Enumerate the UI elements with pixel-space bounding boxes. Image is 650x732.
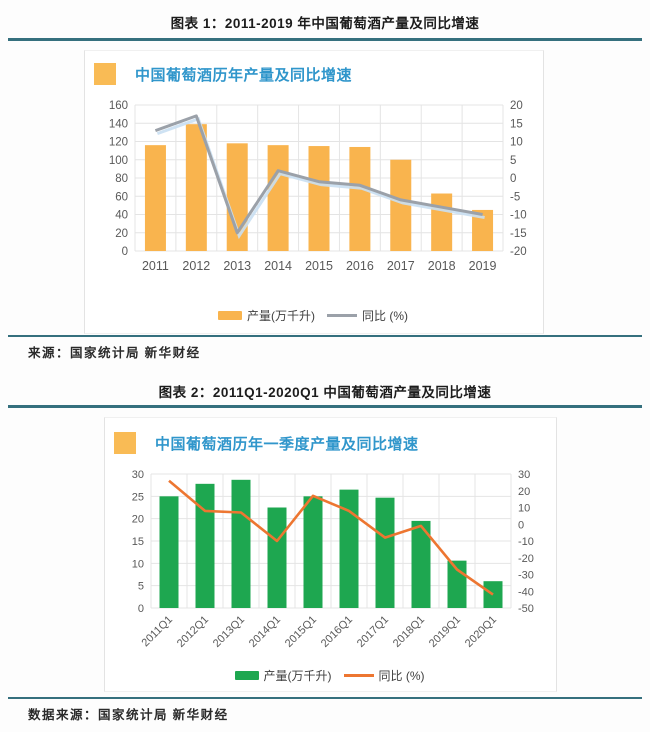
svg-text:2014Q1: 2014Q1: [247, 614, 283, 650]
svg-text:2016: 2016: [346, 259, 374, 273]
chart2-title-row: 中国葡萄酒历年一季度产量及同比增速: [114, 432, 419, 454]
svg-text:-20: -20: [510, 246, 527, 258]
svg-text:2015Q1: 2015Q1: [283, 614, 319, 650]
svg-text:2013Q1: 2013Q1: [211, 614, 247, 650]
svg-text:140: 140: [109, 118, 128, 130]
svg-text:2011: 2011: [142, 259, 169, 273]
svg-text:20: 20: [518, 486, 530, 498]
svg-text:10: 10: [518, 503, 530, 515]
chart1-title: 中国葡萄酒历年产量及同比增速: [135, 66, 353, 84]
svg-text:0: 0: [138, 603, 144, 615]
divider-rule-top-2: [8, 405, 642, 408]
svg-text:2020Q1: 2020Q1: [463, 614, 499, 650]
production-yoy-chart-q1: 0 5 10 15 20 25 30 30 20 10 0 -10 -20 -30 -40 -50 2011Q1…: [132, 469, 534, 650]
svg-text:2017Q1: 2017Q1: [355, 614, 391, 650]
bar-series-swatch: [218, 311, 242, 320]
svg-text:2013: 2013: [223, 259, 251, 273]
svg-text:-30: -30: [518, 570, 534, 582]
bar-series-label: 产量(万千升): [247, 309, 315, 323]
svg-text:2018: 2018: [428, 259, 456, 273]
svg-text:2018Q1: 2018Q1: [391, 614, 427, 650]
svg-text:2016Q1: 2016Q1: [319, 614, 355, 650]
svg-text:-50: -50: [518, 603, 534, 615]
orange-square-icon: [114, 432, 136, 454]
chart1-title-row: 中国葡萄酒历年产量及同比增速: [94, 63, 352, 85]
svg-text:25: 25: [132, 491, 144, 503]
svg-text:10: 10: [510, 137, 523, 149]
svg-text:2012Q1: 2012Q1: [175, 614, 211, 650]
svg-text:15: 15: [132, 536, 144, 548]
line-series-swatch: [343, 674, 374, 677]
svg-text:15: 15: [510, 118, 523, 130]
svg-text:120: 120: [109, 137, 128, 149]
figure1-source: 来源：国家统计局 新华财经: [28, 346, 201, 360]
svg-text:-10: -10: [518, 536, 534, 548]
svg-text:20: 20: [510, 100, 523, 112]
bar-series-label: 产量(万千升): [263, 669, 332, 683]
svg-text:5: 5: [138, 581, 144, 593]
svg-text:5: 5: [510, 155, 516, 167]
svg-text:-5: -5: [510, 191, 520, 203]
svg-text:30: 30: [518, 469, 530, 481]
svg-text:60: 60: [115, 191, 128, 203]
orange-square-icon: [94, 63, 116, 85]
figure2-caption: 图表 2：2011Q1-2020Q1 中国葡萄酒产量及同比增速: [158, 385, 492, 400]
svg-text:100: 100: [109, 155, 128, 167]
svg-text:-20: -20: [518, 553, 534, 565]
divider-rule-bottom-2: [8, 697, 642, 699]
svg-text:2019: 2019: [469, 259, 497, 273]
svg-text:20: 20: [132, 514, 144, 526]
svg-text:2011Q1: 2011Q1: [140, 614, 176, 650]
svg-text:2019Q1: 2019Q1: [427, 614, 463, 650]
svg-text:80: 80: [115, 173, 128, 185]
svg-text:2012: 2012: [182, 259, 210, 273]
line-series-label: 同比 (%): [378, 669, 425, 683]
chart2-card: 中国葡萄酒历年一季度产量及同比增速 0 5 10 15 20 25 30 30 20 10 0 -10…: [104, 417, 557, 692]
svg-text:160: 160: [109, 100, 128, 112]
chart2-title: 中国葡萄酒历年一季度产量及同比增速: [155, 435, 419, 453]
svg-text:0: 0: [122, 246, 128, 258]
svg-text:40: 40: [115, 210, 128, 222]
line-series-label: 同比 (%): [362, 309, 408, 323]
svg-text:20: 20: [115, 228, 128, 240]
svg-text:2015: 2015: [305, 259, 333, 273]
chart1-card: 中国葡萄酒历年产量及同比增速 0 20 40 60 80 100 120 140 160 20 15…: [84, 50, 544, 334]
divider-rule-bottom-1: [8, 335, 642, 337]
figure1-caption: 图表 1：2011-2019 年中国葡萄酒产量及同比增速: [170, 16, 480, 31]
svg-text:30: 30: [132, 469, 144, 481]
svg-text:-40: -40: [518, 586, 534, 598]
svg-text:0: 0: [510, 173, 516, 185]
chart2-legend: 产量(万千升) 同比 (%): [105, 667, 556, 684]
svg-text:2014: 2014: [264, 259, 292, 273]
line-series-swatch: [327, 314, 357, 317]
svg-text:2017: 2017: [387, 259, 415, 273]
svg-text:0: 0: [518, 519, 524, 531]
svg-text:-15: -15: [510, 228, 527, 240]
svg-text:10: 10: [132, 558, 144, 570]
figure2-source: 数据来源：国家统计局 新华财经: [28, 708, 229, 722]
svg-text:-10: -10: [510, 210, 527, 222]
divider-rule-top-1: [8, 38, 642, 41]
chart1-legend: 产量(万千升) 同比 (%): [85, 307, 543, 324]
bar-series-swatch: [234, 671, 259, 680]
